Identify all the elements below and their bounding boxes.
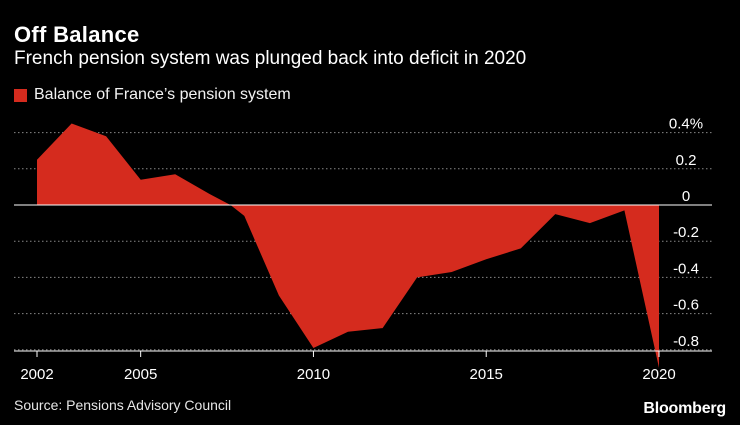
legend-label: Balance of France’s pension system — [34, 86, 291, 103]
series-area — [37, 123, 659, 368]
source-note: Source: Pensions Advisory Council — [14, 397, 232, 413]
y-tick-label: -0.8 — [673, 333, 699, 350]
legend-swatch — [14, 88, 27, 102]
x-tick-labels: 2002 2005 2010 2015 2020 — [20, 366, 675, 383]
y-tick-label: 0.2 — [676, 152, 697, 169]
y-tick-label: -0.2 — [673, 224, 699, 241]
y-tick-label: 0 — [682, 188, 690, 205]
x-tick-label: 2005 — [124, 366, 157, 383]
x-tick-label: 2002 — [20, 366, 53, 383]
chart-subtitle: French pension system was plunged back i… — [14, 48, 527, 69]
y-tick-label: -0.6 — [673, 297, 699, 314]
chart-title: Off Balance — [14, 22, 140, 47]
series-area-layer — [37, 123, 659, 368]
y-tick-label: -0.4 — [673, 260, 699, 277]
legend: Balance of France’s pension system — [14, 86, 291, 104]
x-tick-label: 2020 — [642, 366, 675, 383]
y-tick-labels: 0.4% 0.2 0 -0.2 -0.4 -0.6 -0.8 — [669, 116, 703, 350]
axes — [14, 204, 712, 357]
y-tick-label: 0.4% — [669, 116, 703, 133]
x-tick-label: 2015 — [470, 366, 503, 383]
bloomberg-logo: Bloomberg — [643, 400, 726, 417]
x-tick-label: 2010 — [297, 366, 330, 383]
